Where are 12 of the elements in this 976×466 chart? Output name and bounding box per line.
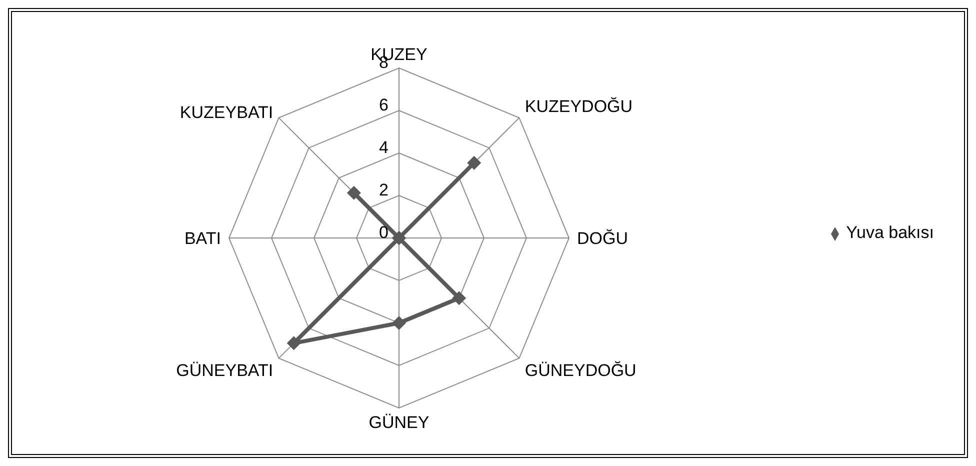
legend-label: Yuva bakısı [846, 223, 934, 242]
spoke-label: DOĞU [577, 229, 628, 248]
y-tick-label: 2 [379, 180, 388, 200]
y-tick-label: 0 [379, 223, 388, 242]
y-tick-label: 6 [379, 96, 388, 114]
spoke-label: BATI [184, 229, 221, 248]
spoke-label: GÜNEYDOĞU [524, 360, 636, 380]
spoke-label: GÜNEY [368, 413, 430, 432]
y-tick-label: 4 [379, 138, 388, 157]
spoke-label: GÜNEYBATI [176, 360, 274, 380]
spoke-label: KUZEYBATI [180, 103, 274, 122]
spoke-label: KUZEYDOĞU [524, 97, 633, 116]
